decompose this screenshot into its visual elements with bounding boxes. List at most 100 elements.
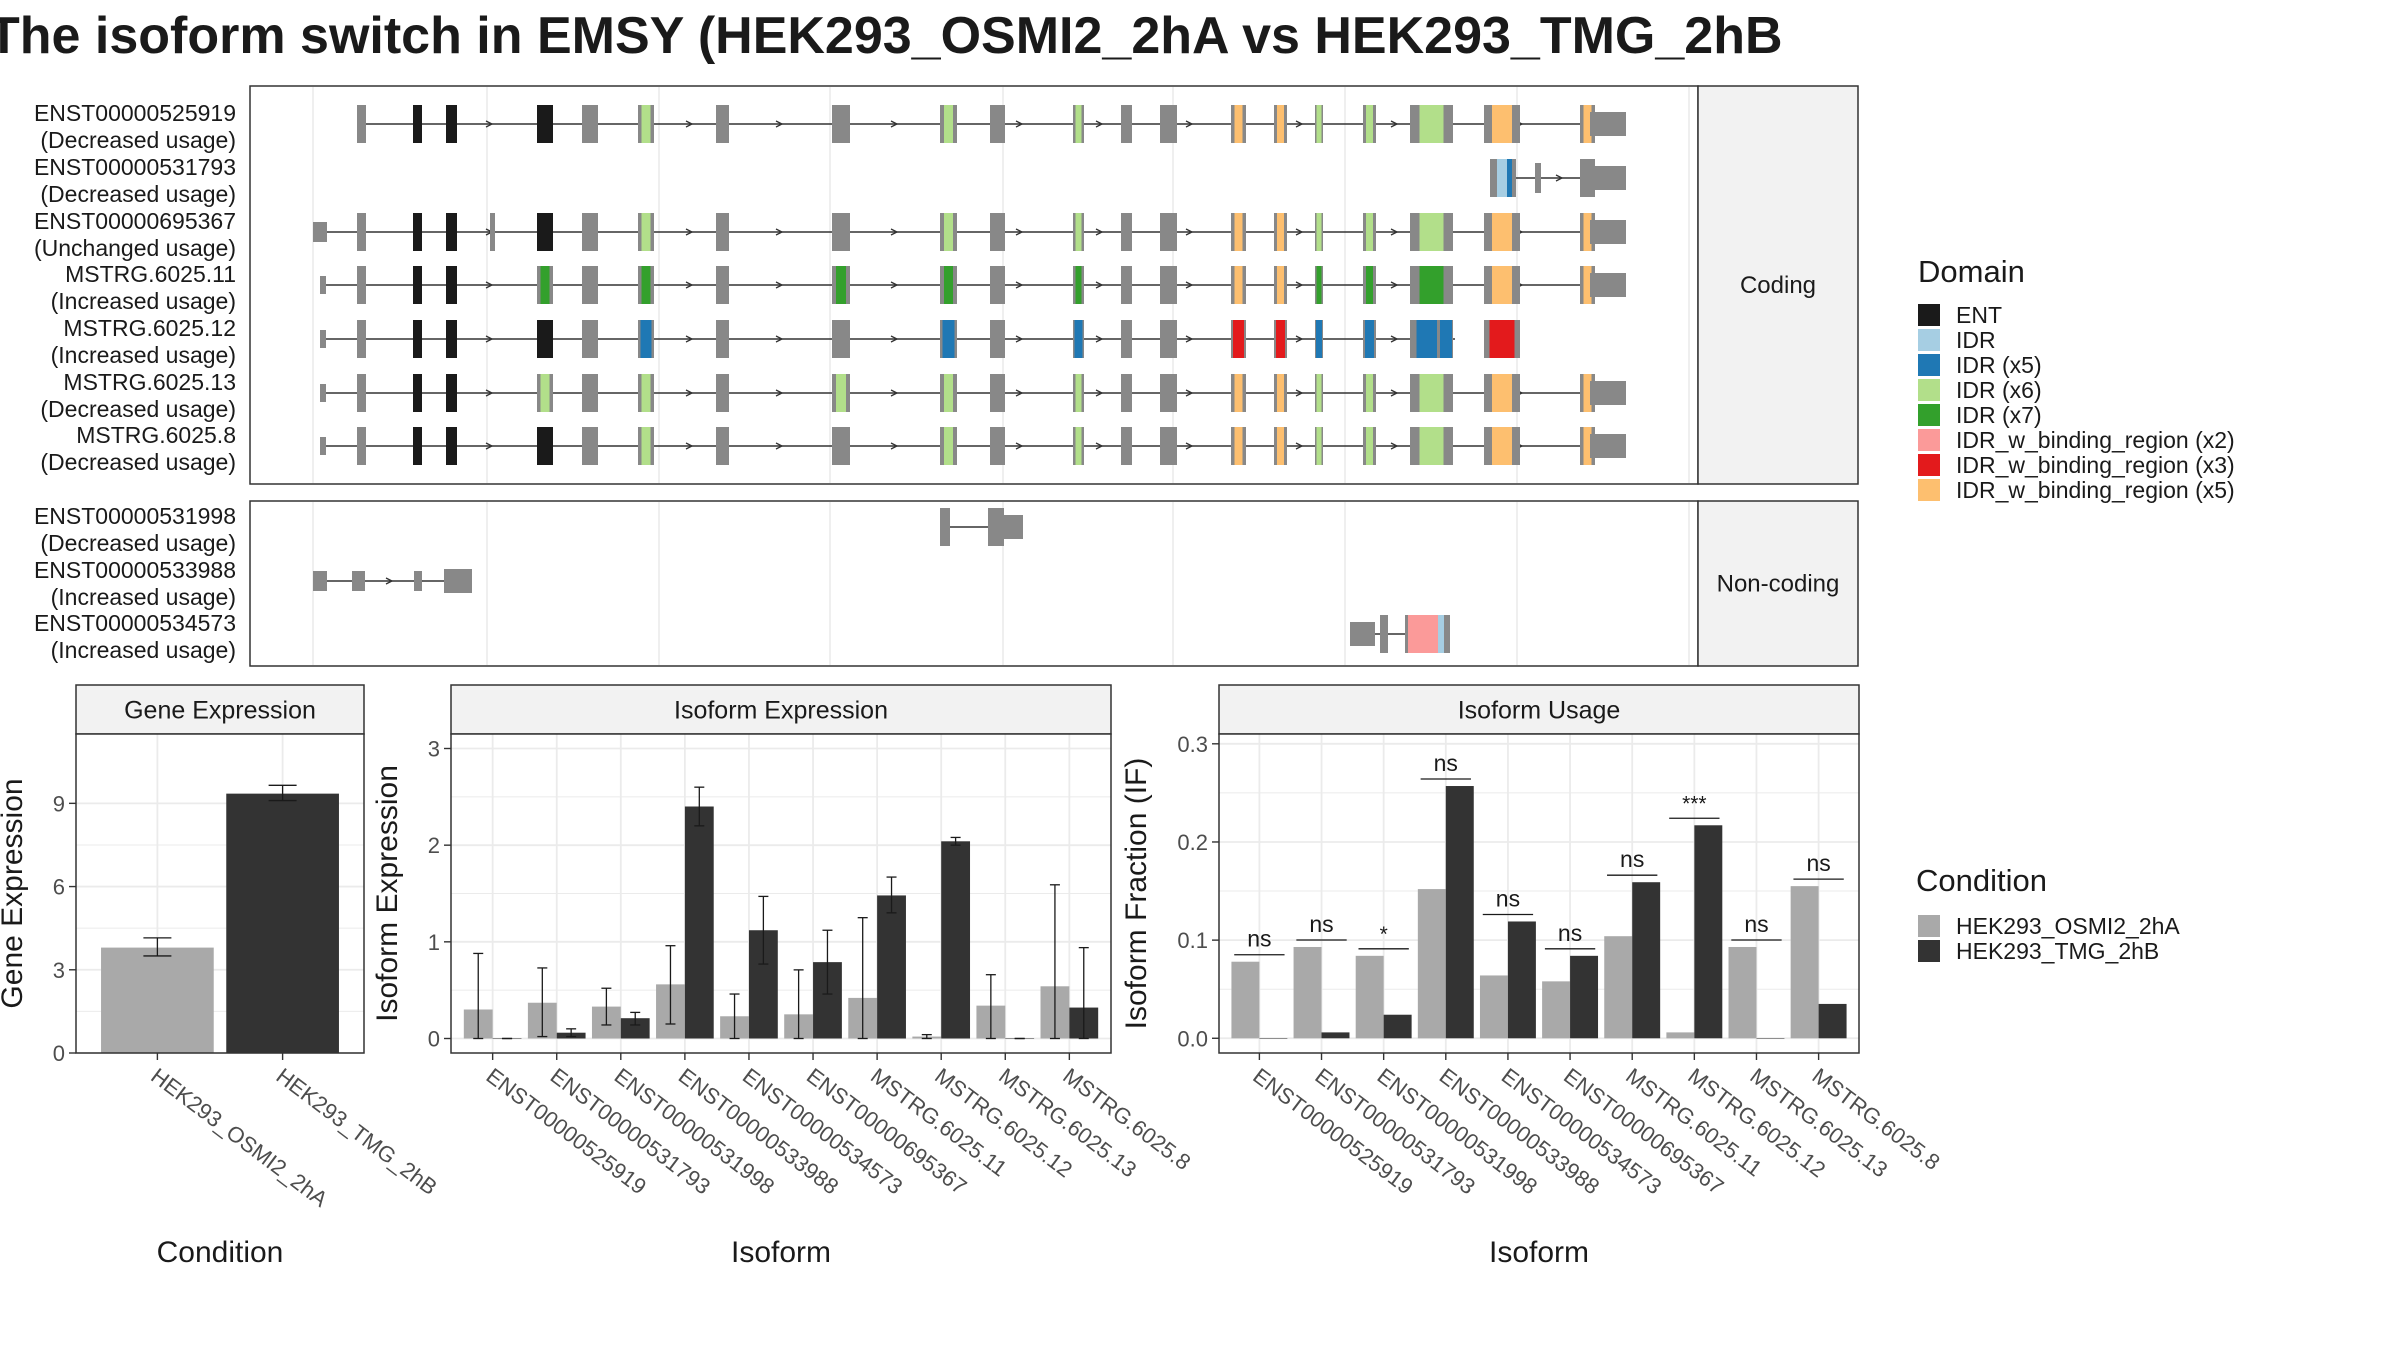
- coding-row-1-id: ENST00000525919: [34, 100, 236, 126]
- isoform-expression-ylabel: Isoform Expression: [371, 765, 404, 1022]
- coding-row-3-exon: [357, 213, 366, 251]
- intron-arrow: [1095, 335, 1104, 343]
- isoform-usage-ytick-label: 0.0: [1177, 1026, 1208, 1051]
- coding-row-1-domain: [1366, 105, 1373, 143]
- coding-row-4-domain: [641, 266, 651, 304]
- coding-row-3-domain: [413, 213, 422, 251]
- domain-legend-label: IDR_w_binding_region (x2): [1956, 427, 2235, 453]
- coding-row-5-exon: [357, 320, 366, 358]
- isoform-expression-ytick-label: 2: [428, 833, 440, 858]
- isoform-usage-bar: [1293, 946, 1322, 1039]
- domain-legend-label: IDR_w_binding_region (x3): [1956, 452, 2235, 478]
- domain-legend-key: [1918, 429, 1940, 451]
- coding-row-6-exon: [716, 374, 729, 412]
- coding-row-1-exon: [1160, 105, 1177, 143]
- coding-row-7-usage: (Decreased usage): [40, 449, 236, 475]
- domain-legend-label: IDR (x5): [1956, 352, 2042, 378]
- intron-arrow: [1295, 228, 1304, 236]
- isoform-usage-sig-label: ns: [1744, 911, 1768, 937]
- intron-arrow: [1015, 228, 1024, 236]
- intron-arrow: [1390, 281, 1399, 289]
- intron-arrow: [775, 442, 784, 450]
- condition-legend-key: [1918, 940, 1940, 962]
- noncoding-strip-label: Non-coding: [1717, 571, 1840, 598]
- coding-row-1-domain: [537, 105, 553, 143]
- coding-row-1-exon: [582, 105, 598, 143]
- coding-row-6-domain: [944, 374, 953, 412]
- isoform-usage-ytick-label: 0.2: [1177, 830, 1208, 855]
- noncoding-panel: [249, 500, 1699, 667]
- coding-row-7-exon: [990, 427, 1005, 465]
- intron-arrow: [1015, 335, 1024, 343]
- isoform-expression-ytick-label: 1: [428, 930, 440, 955]
- domain-legend-title: Domain: [1918, 254, 2025, 289]
- coding-row-5-domain: [1276, 320, 1285, 358]
- coding-row-1-domain: [1583, 105, 1592, 143]
- coding-row-7-domain: [641, 427, 651, 465]
- coding-row-5-exon: [320, 330, 326, 348]
- noncoding-row-2-id: ENST00000533988: [34, 557, 236, 583]
- coding-row-2-domain: [1497, 159, 1507, 197]
- coding-row-6-usage: (Decreased usage): [40, 396, 236, 422]
- isoform-usage-frame: [1218, 733, 1860, 1054]
- intron-arrow: [1390, 228, 1399, 236]
- coding-row-5-exon: [990, 320, 1005, 358]
- intron-arrow: [890, 228, 899, 236]
- coding-row-1-domain: [1316, 105, 1322, 143]
- coding-row-3-domain: [1316, 213, 1322, 251]
- isoform-usage-sig-label: ns: [1558, 920, 1582, 946]
- isoform-usage-sig-label: ns: [1496, 885, 1520, 911]
- gene-expression-bar: [226, 793, 339, 1053]
- isoform-expression-ytick-label: 3: [428, 737, 440, 762]
- coding-row-1-domain: [1075, 105, 1082, 143]
- coding-row-5-exon: [582, 320, 598, 358]
- noncoding-row-1-utr: [1003, 515, 1023, 539]
- intron-arrow: [485, 442, 494, 450]
- coding-row-1-domain: [1492, 105, 1512, 143]
- coding-row-4-domain: [836, 266, 846, 304]
- coding-row-3-exon: [716, 213, 729, 251]
- isoform-usage-sig-label: ***: [1682, 792, 1707, 815]
- intron-arrow: [1185, 281, 1194, 289]
- coding-row-6-domain: [1583, 374, 1592, 412]
- coding-row-4-exon: [357, 266, 366, 304]
- coding-row-6-domain: [540, 374, 550, 412]
- coding-row-5-domain: [446, 320, 457, 358]
- isoform-expression-bar: [620, 1018, 650, 1039]
- intron-arrow: [485, 281, 494, 289]
- intron-arrow: [685, 389, 694, 397]
- coding-row-1-domain: [413, 105, 422, 143]
- coding-row-3-domain: [1277, 213, 1284, 251]
- coding-row-4-exon: [1121, 266, 1132, 304]
- isoform-usage-bar: [1818, 1003, 1847, 1039]
- domain-legend-label: IDR (x6): [1956, 377, 2042, 403]
- coding-row-4-usage: (Increased usage): [51, 288, 236, 314]
- isoform-usage-ytick-label: 0.1: [1177, 928, 1208, 953]
- coding-row-3-domain: [1075, 213, 1082, 251]
- coding-row-5-exon: [832, 320, 850, 358]
- coding-row-1-domain: [1234, 105, 1243, 143]
- coding-row-6-domain: [1492, 374, 1512, 412]
- coding-row-5-domain: [942, 320, 955, 358]
- coding-row-1-utr: [1590, 112, 1626, 136]
- intron-arrow: [1390, 120, 1399, 128]
- intron-arrow: [1095, 389, 1104, 397]
- intron-arrow: [890, 335, 899, 343]
- intron-arrow: [485, 120, 494, 128]
- coding-row-6-domain: [1234, 374, 1243, 412]
- coding-row-2-exon: [1535, 163, 1541, 193]
- gene-expression-ytick-label: 9: [53, 791, 65, 816]
- coding-row-7-domain: [1419, 427, 1444, 465]
- gene-expression-ytick-label: 6: [53, 875, 65, 900]
- coding-row-7-utr: [1590, 434, 1626, 458]
- isoform-usage-bar: [1728, 946, 1757, 1039]
- intron-arrow: [1095, 120, 1104, 128]
- intron-arrow: [685, 281, 694, 289]
- coding-row-1-exon: [357, 105, 366, 143]
- gene-expression-bar: [101, 947, 214, 1053]
- coding-row-4-domain: [1366, 266, 1373, 304]
- coding-row-1-exon: [1121, 105, 1132, 143]
- noncoding-row-2-exon: [414, 571, 422, 591]
- coding-row-6-id: MSTRG.6025.13: [63, 369, 236, 395]
- coding-row-3-domain: [446, 213, 457, 251]
